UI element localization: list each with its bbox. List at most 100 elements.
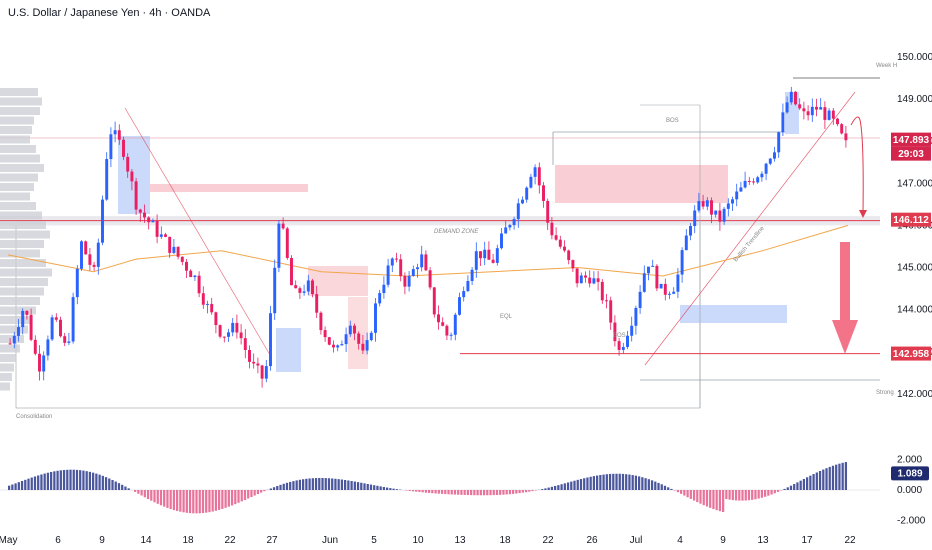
time-tick-label: 27 <box>266 535 278 546</box>
oscillator-bar <box>172 490 176 511</box>
oscillator-bar <box>544 488 547 490</box>
oscillator-bar <box>237 490 240 503</box>
candle-body <box>71 297 75 342</box>
oscillator-bar <box>98 474 101 490</box>
candle-body <box>764 163 768 174</box>
candle-body <box>537 167 541 186</box>
candle-body <box>747 180 751 182</box>
candle-body <box>600 281 604 301</box>
candle-body <box>201 293 205 305</box>
oscillator-bar <box>518 490 521 494</box>
time-tick-label: 22 <box>844 535 856 546</box>
time-tick-label: 5 <box>371 535 377 546</box>
oscillator-bar <box>634 475 638 490</box>
candle-body <box>189 270 193 278</box>
price-tag-label: 146.112 <box>893 215 929 226</box>
candle-body <box>54 317 58 320</box>
candle-body <box>815 106 818 110</box>
time-tick-label: 14 <box>140 535 152 546</box>
candle-body <box>155 220 159 237</box>
candle-body <box>323 330 327 338</box>
oscillator-bar <box>754 490 757 500</box>
price-tick-label: 145.000 <box>897 263 932 274</box>
oscillator-bar <box>156 490 159 504</box>
oscillator-bar <box>650 480 654 490</box>
oscillator-bar <box>314 478 318 490</box>
candle-body <box>781 112 785 133</box>
candle-body <box>735 191 739 200</box>
oscillator-bar <box>773 490 776 494</box>
candle-body <box>273 267 277 314</box>
candle-body <box>655 265 659 289</box>
candle-body <box>59 319 62 337</box>
oscillator-bar <box>767 490 770 496</box>
candle-body <box>659 283 663 289</box>
oscillator-bar <box>550 486 554 490</box>
time-tick-label: 9 <box>99 535 105 546</box>
volume-profile-bar <box>0 354 16 362</box>
oscillator-tick-label: 0.000 <box>897 485 922 496</box>
oscillator-bar <box>709 490 712 508</box>
oscillator-value-tag <box>891 466 929 481</box>
volume-profile-bar <box>0 97 42 106</box>
oscillator-bar <box>82 470 85 490</box>
volume-profile-bar <box>0 297 40 305</box>
oscillator-bar <box>92 472 95 490</box>
oscillator-bar <box>392 488 395 490</box>
oscillator-bar <box>124 486 127 490</box>
oscillator-bar <box>253 490 256 496</box>
candle-body <box>794 91 797 105</box>
oscillator-bar <box>508 490 512 495</box>
candle-body <box>269 313 272 367</box>
oscillator-bar <box>447 490 450 495</box>
candle-body <box>96 242 100 267</box>
candle-body <box>395 258 398 260</box>
candle-body <box>252 361 256 364</box>
oscillator-bar <box>431 490 434 494</box>
oscillator-bar <box>347 480 350 490</box>
week-high-label: Week H <box>876 63 897 69</box>
candle-body <box>546 200 550 223</box>
time-tick-label: 13 <box>454 535 466 546</box>
oscillator-bar <box>473 490 476 496</box>
candle-body <box>390 258 394 266</box>
oscillator-bar <box>104 477 108 490</box>
candle-body <box>336 345 340 348</box>
time-tick-label: 13 <box>757 535 769 546</box>
oscillator-bar <box>689 490 692 499</box>
oscillator-bar <box>751 490 754 500</box>
candle-body <box>361 343 365 351</box>
oscillator-bar <box>369 484 373 490</box>
oscillator-bar <box>796 482 799 490</box>
oscillator-bar <box>499 490 502 495</box>
oscillator-bar <box>605 474 608 490</box>
candle-body <box>697 201 701 211</box>
oscillator-bar <box>783 488 786 490</box>
oscillator-bar <box>844 462 848 490</box>
candle-body <box>374 303 377 333</box>
candle-body <box>752 181 755 183</box>
oscillator-bar <box>770 490 773 495</box>
oscillator-bar <box>121 484 124 490</box>
oscillator-bar <box>512 490 515 494</box>
candle-body <box>458 297 461 315</box>
oscillator-bar <box>127 488 130 490</box>
volume-profile-bar <box>0 88 38 96</box>
volume-profile-bar <box>0 202 36 210</box>
oscillator-bar <box>27 478 30 490</box>
candle-body <box>722 208 726 222</box>
candle-body <box>117 130 121 140</box>
time-axis: May 6 9 14 18 22 27 Jun 5 10 13 18 22 26 Jul 4 9 13 17 22 <box>0 535 856 546</box>
oscillator-bar <box>421 490 424 493</box>
candle-body <box>214 312 218 326</box>
candle-body <box>731 199 734 204</box>
oscillator-bar <box>185 490 188 513</box>
candle-body <box>248 349 251 362</box>
time-tick-label: 22 <box>542 535 554 546</box>
candle-body <box>164 234 167 237</box>
oscillator-bar <box>654 481 657 490</box>
oscillator-bar <box>143 490 146 498</box>
oscillator-bar <box>835 464 838 490</box>
candle-body <box>369 332 373 341</box>
